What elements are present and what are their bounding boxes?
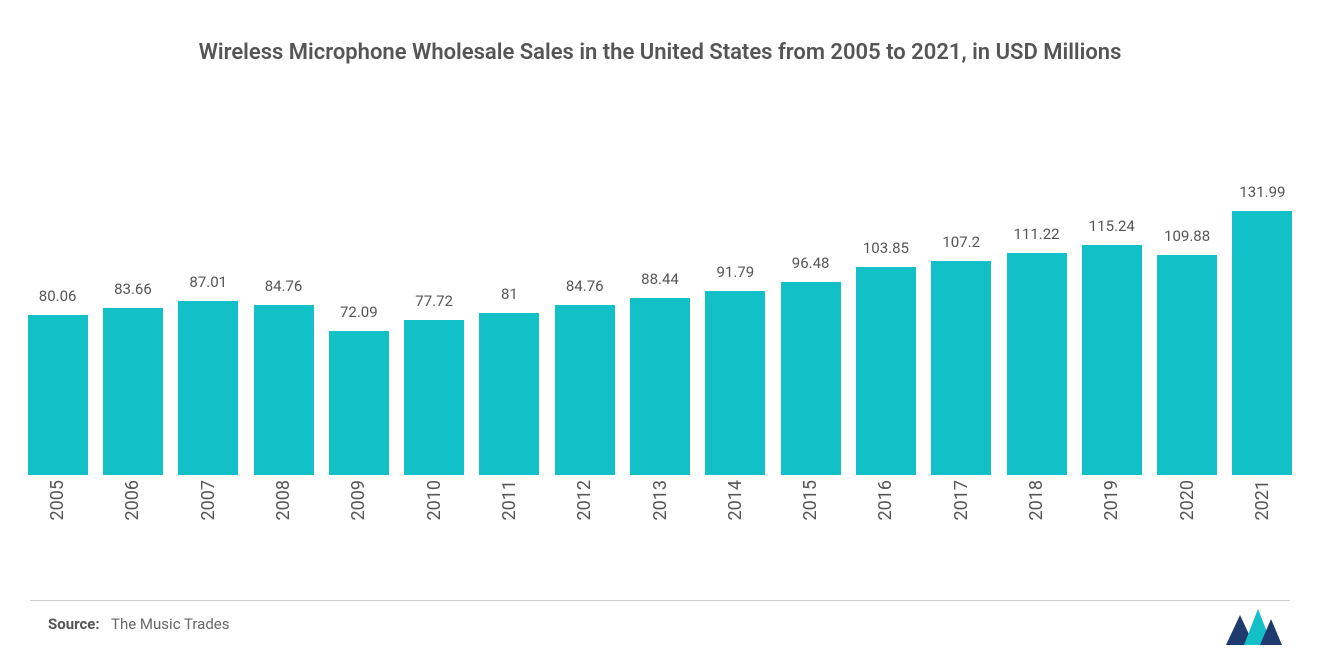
bar-value-label: 80.06 xyxy=(39,287,77,305)
bar-value-label: 109.88 xyxy=(1164,227,1210,245)
bar-value-label: 103.85 xyxy=(863,239,909,257)
bar-group: 88.44 xyxy=(625,270,694,475)
x-tick-label: 2015 xyxy=(776,480,845,526)
bar-value-label: 111.22 xyxy=(1013,225,1059,243)
bar xyxy=(28,315,88,475)
bar xyxy=(103,308,163,475)
source-prefix: Source: xyxy=(48,615,100,633)
chart-container: Wireless Microphone Wholesale Sales in t… xyxy=(0,0,1320,665)
bar-group: 77.72 xyxy=(399,292,468,475)
bar xyxy=(555,305,615,475)
bar-value-label: 131.99 xyxy=(1239,183,1285,201)
x-axis-labels: 2005200620072008200920102011201220132014… xyxy=(20,480,1300,526)
bar-group: 91.79 xyxy=(701,263,770,475)
bar xyxy=(781,282,841,475)
bar xyxy=(630,298,690,475)
bar xyxy=(1157,255,1217,475)
bar-group: 109.88 xyxy=(1152,227,1221,475)
bar-value-label: 87.01 xyxy=(189,273,227,291)
source-attribution: Source: The Music Trades xyxy=(48,615,229,633)
x-tick-label: 2007 xyxy=(174,480,243,526)
bar xyxy=(705,291,765,475)
bar xyxy=(856,267,916,475)
x-tick-label: 2005 xyxy=(23,480,92,526)
bar-value-label: 107.2 xyxy=(942,233,980,251)
brand-logo-icon xyxy=(1226,605,1282,645)
x-tick-label: 2013 xyxy=(625,480,694,526)
bar-group: 111.22 xyxy=(1002,225,1071,475)
footer-divider xyxy=(30,600,1290,601)
x-tick-label: 2019 xyxy=(1077,480,1146,526)
bar xyxy=(1007,253,1067,475)
bar-value-label: 96.48 xyxy=(792,254,830,272)
bar-value-label: 84.76 xyxy=(265,277,303,295)
x-tick-label: 2010 xyxy=(399,480,468,526)
bar xyxy=(329,331,389,475)
bar-group: 84.76 xyxy=(249,277,318,475)
bar-group: 87.01 xyxy=(174,273,243,475)
bar xyxy=(1082,245,1142,475)
bar-group: 115.24 xyxy=(1077,217,1146,475)
x-tick-label: 2018 xyxy=(1002,480,1071,526)
x-tick-label: 2006 xyxy=(98,480,167,526)
bar-value-label: 88.44 xyxy=(641,270,679,288)
source-text: The Music Trades xyxy=(111,615,229,633)
bar xyxy=(931,261,991,475)
x-tick-label: 2011 xyxy=(475,480,544,526)
bar-value-label: 77.72 xyxy=(415,292,453,310)
x-tick-label: 2016 xyxy=(851,480,920,526)
bar-group: 96.48 xyxy=(776,254,845,475)
bar-value-label: 83.66 xyxy=(114,280,152,298)
x-tick-label: 2009 xyxy=(324,480,393,526)
bar-group: 83.66 xyxy=(98,280,167,475)
bar xyxy=(254,305,314,475)
bar-group: 84.76 xyxy=(550,277,619,475)
x-tick-label: 2012 xyxy=(550,480,619,526)
bar-group: 72.09 xyxy=(324,303,393,475)
x-tick-label: 2017 xyxy=(927,480,996,526)
bar-value-label: 84.76 xyxy=(566,277,604,295)
bar-group: 103.85 xyxy=(851,239,920,475)
bar xyxy=(1232,211,1292,475)
x-tick-label: 2020 xyxy=(1152,480,1221,526)
bar-plot-area: 80.06 83.66 87.01 84.76 72.09 77.72 81 84.76 88.… xyxy=(20,195,1300,475)
bar-value-label: 72.09 xyxy=(340,303,378,321)
bar-value-label: 91.79 xyxy=(716,263,754,281)
bar xyxy=(404,320,464,475)
bar-group: 80.06 xyxy=(23,287,92,475)
bar xyxy=(178,301,238,475)
bar-group: 81 xyxy=(475,285,544,475)
bar-group: 131.99 xyxy=(1228,183,1297,475)
x-tick-label: 2014 xyxy=(701,480,770,526)
chart-title: Wireless Microphone Wholesale Sales in t… xyxy=(0,0,1320,68)
bar xyxy=(479,313,539,475)
bar-value-label: 81 xyxy=(501,285,518,303)
x-tick-label: 2021 xyxy=(1228,480,1297,526)
x-tick-label: 2008 xyxy=(249,480,318,526)
bar-value-label: 115.24 xyxy=(1089,217,1135,235)
bar-group: 107.2 xyxy=(927,233,996,475)
